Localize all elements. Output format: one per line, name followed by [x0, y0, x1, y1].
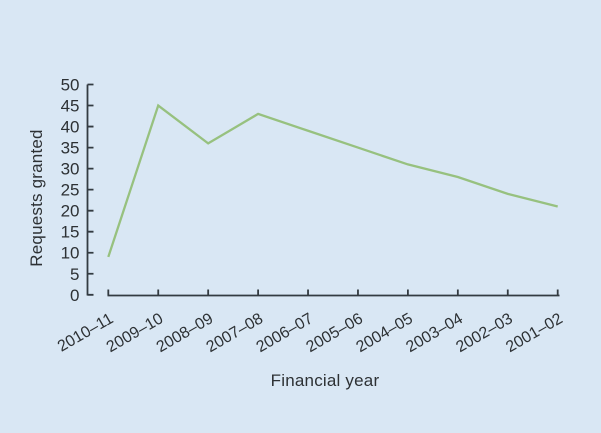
x-axis-title: Financial year — [270, 371, 380, 390]
y-tick-labels: 0 5 10 15 20 25 30 35 40 45 50 — [61, 76, 80, 305]
y-tick-label: 50 — [61, 76, 80, 95]
y-tick-label: 0 — [70, 286, 79, 305]
x-tick-labels: 2010–112009–102008–092007–082006–072005–… — [55, 310, 566, 356]
x-axis — [107, 289, 560, 297]
x-tick-label: 2008–09 — [154, 310, 217, 356]
data-line — [107, 103, 558, 258]
y-tick-label: 5 — [70, 265, 79, 284]
x-tick-label: 2003–04 — [403, 310, 466, 356]
x-tick-label: 2006–07 — [254, 310, 317, 356]
x-tick-label: 2009–10 — [104, 310, 167, 356]
axes — [86, 83, 560, 297]
y-tick-label: 25 — [61, 181, 80, 200]
y-axis — [86, 83, 94, 296]
x-tick-label: 2004–05 — [353, 310, 416, 356]
y-tick-label: 15 — [61, 223, 80, 242]
x-tick-label: 2002–03 — [453, 310, 516, 356]
x-tick-label: 2001–02 — [503, 310, 566, 356]
y-tick-label: 45 — [61, 97, 80, 116]
y-tick-label: 10 — [61, 244, 80, 263]
y-tick-label: 20 — [61, 202, 80, 221]
y-tick-label: 40 — [61, 118, 80, 137]
y-axis-title: Requests granted — [27, 129, 46, 267]
x-tick-label: 2007–08 — [204, 310, 267, 356]
x-tick-label: 2005–06 — [304, 310, 367, 356]
y-tick-label: 30 — [61, 160, 80, 179]
y-tick-label: 35 — [61, 139, 80, 158]
